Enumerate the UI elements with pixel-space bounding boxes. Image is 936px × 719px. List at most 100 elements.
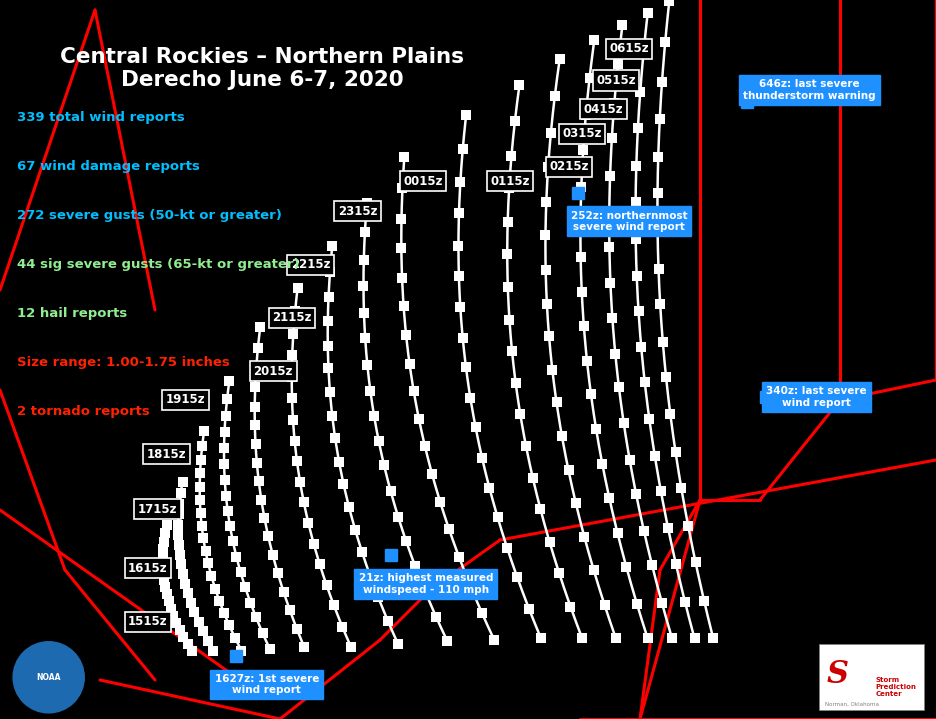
Point — [206, 645, 221, 656]
Point — [194, 520, 209, 531]
Text: 2115z: 2115z — [272, 311, 312, 324]
Point — [227, 633, 242, 644]
Point — [323, 266, 338, 278]
Point — [372, 436, 387, 447]
Point — [453, 177, 468, 188]
Point — [208, 583, 223, 595]
Point — [394, 242, 409, 254]
Point — [615, 19, 630, 31]
Point — [297, 641, 312, 653]
Point — [166, 610, 181, 621]
Point — [193, 494, 208, 505]
Point — [680, 520, 695, 531]
Point — [357, 254, 372, 265]
Point — [453, 301, 468, 313]
Text: 2 tornado reports: 2 tornado reports — [17, 405, 150, 418]
Point — [325, 240, 340, 252]
Point — [579, 355, 594, 367]
Point — [397, 151, 412, 162]
Point — [595, 459, 610, 470]
Point — [248, 439, 263, 450]
Text: 0415z: 0415z — [584, 103, 623, 116]
Point — [402, 358, 417, 370]
Point — [597, 599, 612, 610]
Point — [533, 503, 548, 515]
Point — [552, 53, 567, 65]
Text: 2315z: 2315z — [338, 205, 377, 218]
Point — [432, 497, 447, 508]
Text: 252z: northernmost
severe wind report: 252z: northernmost severe wind report — [571, 211, 687, 232]
Point — [358, 333, 373, 344]
Point — [696, 595, 711, 607]
Point — [504, 150, 519, 161]
Point — [195, 440, 210, 452]
Point — [603, 170, 618, 181]
Point — [287, 436, 302, 447]
Point — [306, 539, 321, 550]
Point — [459, 362, 474, 373]
Point — [653, 485, 668, 497]
Point — [157, 528, 172, 539]
Point — [171, 508, 186, 520]
Point — [417, 440, 432, 452]
Point — [395, 273, 410, 284]
Point — [687, 633, 702, 644]
Point — [187, 607, 202, 618]
Point — [359, 197, 374, 209]
Text: Norman, Oklahoma: Norman, Oklahoma — [825, 702, 879, 707]
Point — [652, 298, 667, 310]
Point — [631, 122, 646, 134]
Point — [575, 633, 590, 644]
Point — [395, 183, 410, 194]
Point — [551, 567, 566, 579]
Point — [178, 578, 193, 590]
Point — [602, 242, 617, 253]
Text: 646z: last severe
thunderstorm warning: 646z: last severe thunderstorm warning — [743, 79, 876, 101]
Point — [238, 581, 253, 592]
Point — [602, 205, 617, 216]
Point — [655, 336, 670, 347]
Point — [462, 578, 477, 590]
Point — [538, 229, 553, 241]
Text: 1627z: 1st severe
wind report: 1627z: 1st severe wind report — [214, 674, 319, 695]
Point — [651, 152, 665, 163]
Point — [158, 581, 173, 592]
Point — [265, 549, 280, 561]
Point — [191, 616, 206, 628]
Text: 0315z: 0315z — [563, 127, 602, 140]
Point — [399, 329, 414, 341]
Point — [204, 570, 219, 582]
Text: 2215z: 2215z — [291, 258, 330, 271]
Point — [663, 408, 678, 420]
Point — [194, 454, 209, 466]
Point — [358, 226, 373, 237]
Point — [519, 440, 534, 452]
Text: 0515z: 0515z — [596, 74, 636, 87]
Point — [534, 633, 548, 644]
Point — [362, 569, 377, 581]
Point — [521, 603, 536, 614]
Point — [172, 549, 187, 561]
Point — [507, 115, 522, 127]
Point — [193, 507, 208, 518]
Point — [175, 476, 190, 487]
Point — [607, 348, 622, 360]
Point — [513, 408, 528, 419]
Point — [629, 598, 644, 610]
Point — [198, 545, 213, 557]
Point — [249, 362, 264, 374]
Point — [335, 621, 350, 633]
Point — [605, 312, 620, 324]
Point — [610, 58, 625, 70]
Point — [573, 215, 588, 226]
Point — [500, 542, 515, 554]
Point — [161, 595, 176, 607]
Point — [323, 387, 338, 398]
Point — [217, 426, 232, 437]
Point — [616, 418, 631, 429]
Point — [367, 410, 382, 421]
Point — [500, 248, 515, 260]
Point — [455, 332, 470, 344]
Point — [396, 301, 411, 312]
Point — [170, 519, 185, 531]
